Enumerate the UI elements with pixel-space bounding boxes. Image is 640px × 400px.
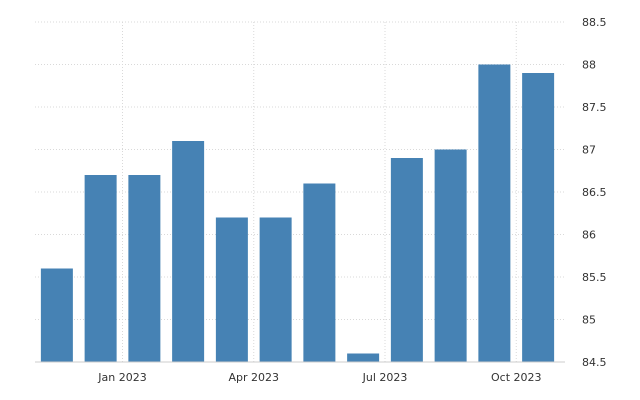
bar — [347, 353, 380, 362]
bar — [478, 64, 511, 362]
y-tick-label: 85 — [582, 314, 596, 327]
y-tick-label: 85.5 — [582, 271, 607, 284]
bar — [172, 141, 205, 362]
y-tick-label: 88 — [582, 59, 596, 72]
y-tick-label: 86 — [582, 229, 596, 242]
bars — [40, 64, 555, 362]
bar — [128, 175, 161, 362]
bar — [259, 217, 292, 362]
y-tick-label: 84.5 — [582, 356, 607, 369]
y-tick-label: 88.5 — [582, 16, 607, 29]
grid — [35, 21, 565, 363]
bar — [303, 183, 336, 362]
bar — [84, 175, 117, 362]
x-tick-label: Jul 2023 — [362, 371, 408, 384]
bar — [522, 73, 555, 362]
x-tick-label: Oct 2023 — [491, 371, 542, 384]
x-tick-label: Jan 2023 — [97, 371, 146, 384]
bar — [390, 158, 423, 362]
y-tick-label: 87 — [582, 144, 596, 157]
y-tick-label: 86.5 — [582, 186, 607, 199]
y-tick-label: 87.5 — [582, 101, 607, 114]
x-tick-label: Apr 2023 — [228, 371, 279, 384]
bar — [40, 268, 73, 362]
bar — [434, 149, 467, 362]
y-axis: 84.5 85 85.5 86 86.5 87 87.5 88 88.5 — [582, 16, 607, 369]
bar — [215, 217, 248, 362]
x-axis: Jan 2023 Apr 2023 Jul 2023 Oct 2023 — [35, 361, 565, 384]
